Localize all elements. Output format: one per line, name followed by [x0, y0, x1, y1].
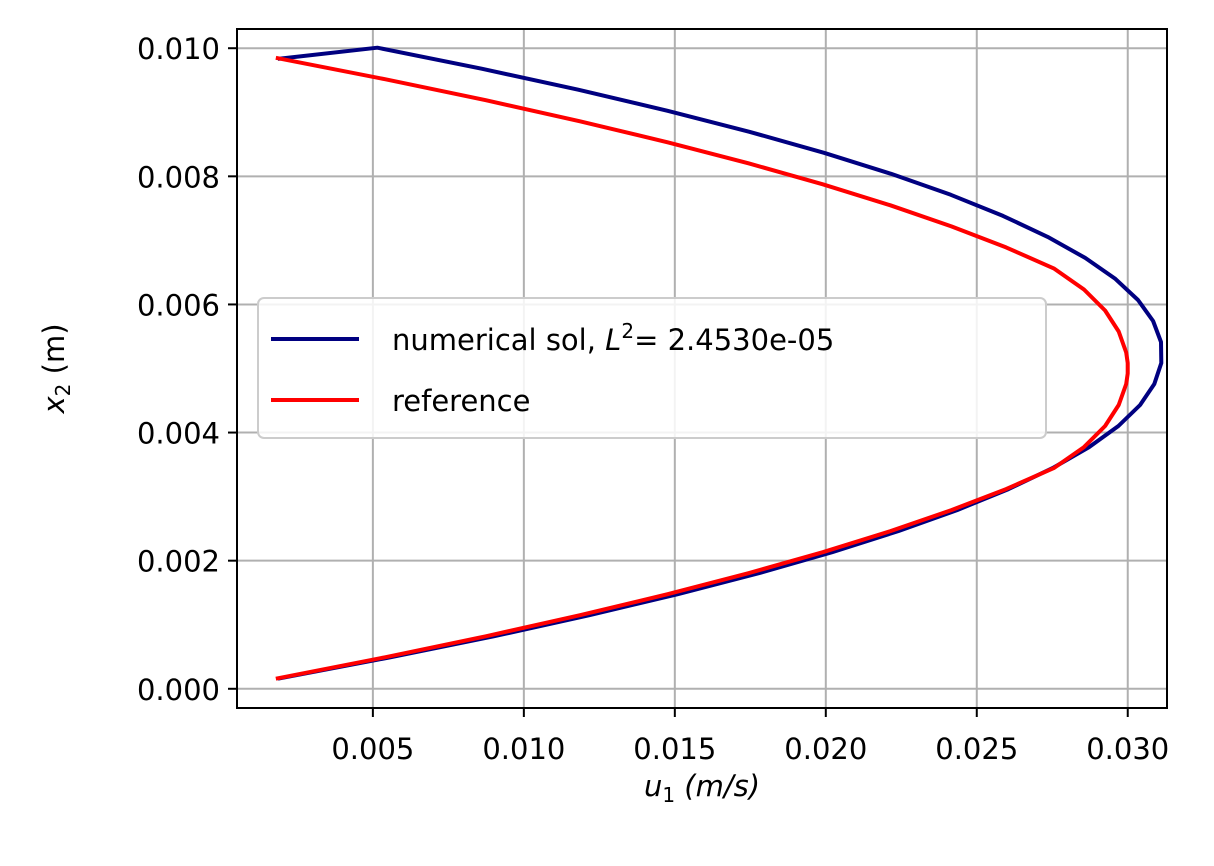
legend: numerical sol, L2= 2.4530e-05 reference [257, 297, 1047, 439]
legend-numerical-sup: 2 [621, 319, 634, 343]
x-tick-label: 0.010 [482, 732, 565, 766]
y-tick-label: 0.006 [137, 288, 220, 322]
x-axis-label-var: u [644, 769, 662, 803]
x-tick-label: 0.030 [1086, 732, 1169, 766]
y-axis-label-sub: 2 [51, 384, 75, 397]
y-tick-label: 0.002 [137, 545, 220, 579]
y-axis-ticks: 0.000 0.002 0.004 0.006 0.008 0.010 [137, 32, 237, 707]
legend-label-reference: reference [392, 384, 530, 418]
x-axis-label-unit: (m/s) [684, 769, 760, 803]
x-axis-ticks: 0.005 0.010 0.015 0.020 0.025 0.030 [331, 708, 1169, 766]
series-line-reference [275, 55, 1130, 681]
plot-series [275, 45, 1164, 681]
series-line-numerical [277, 45, 1164, 681]
legend-label-numerical: numerical sol, L2= 2.4530e-05 [392, 319, 834, 357]
legend-box [257, 297, 1047, 439]
x-axis-label-sub: 1 [662, 783, 675, 807]
y-axis-label: x2 (m) [37, 323, 75, 414]
y-tick-label: 0.000 [137, 673, 220, 707]
y-tick-label: 0.004 [137, 417, 220, 451]
plot-frame [236, 28, 1168, 709]
y-tick-label: 0.010 [137, 32, 220, 66]
legend-numerical-suffix: = 2.4530e-05 [634, 323, 834, 357]
legend-numerical-symbol: L [605, 323, 621, 357]
x-axis-label: u1 (m/s) [644, 769, 760, 807]
x-tick-label: 0.025 [935, 732, 1018, 766]
x-tick-label: 0.020 [784, 732, 867, 766]
y-tick-label: 0.008 [137, 160, 220, 194]
y-axis-label-unit: (m) [37, 323, 71, 374]
x-tick-label: 0.005 [331, 732, 414, 766]
legend-numerical-prefix: numerical sol, [392, 323, 605, 357]
y-axis-label-var: x [37, 396, 71, 415]
x-tick-label: 0.015 [633, 732, 716, 766]
